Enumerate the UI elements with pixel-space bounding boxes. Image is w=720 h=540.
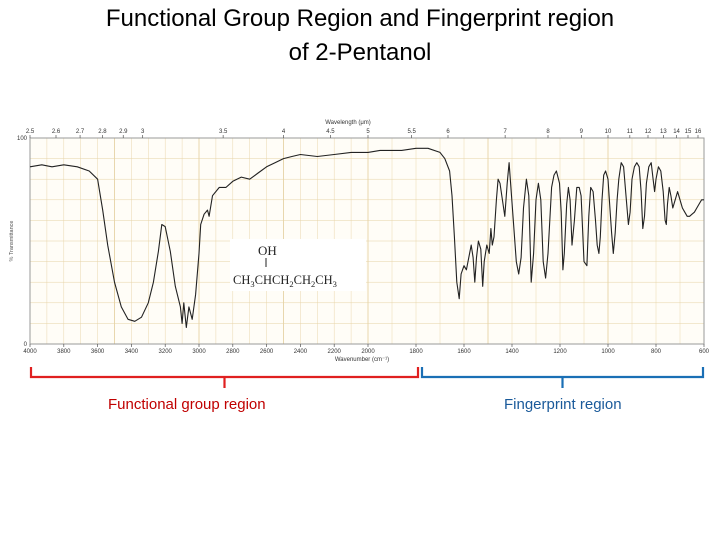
bottom-tick-label: 2200 (328, 349, 342, 355)
top-tick-label: 3 (141, 129, 145, 135)
spectrum-line (29, 147, 704, 329)
structure-formula: CH3CHCH2CH2CH3 (233, 273, 337, 289)
top-tick-label: 4 (282, 129, 286, 135)
top-tick-label: 13 (660, 129, 667, 135)
bottom-tick-label: 1200 (553, 349, 567, 355)
top-tick-label: 2.7 (76, 129, 85, 135)
bottom-tick-label: 1800 (409, 349, 423, 355)
bottom-axis-label: Wavenumber (cm⁻¹) (335, 357, 389, 363)
top-tick-label: 5.5 (407, 129, 416, 135)
bottom-tick-label: 800 (651, 349, 662, 355)
bottom-tick-label: 1400 (505, 349, 519, 355)
top-tick-label: 3.5 (219, 129, 228, 135)
bottom-tick-label: 4000 (23, 349, 37, 355)
formula-text: CH (233, 273, 250, 287)
bottom-tick-label: 3400 (125, 349, 139, 355)
y-axis-label: % Transmittance (9, 221, 15, 262)
bottom-tick-label: 2800 (226, 349, 240, 355)
bottom-tick-label: 2400 (294, 349, 308, 355)
top-tick-label: 8 (546, 129, 550, 135)
formula-subscript: 2 (289, 279, 293, 289)
structure-box (230, 239, 366, 291)
y-tick-label: 0 (24, 342, 28, 348)
top-tick-label: 15 (685, 129, 692, 135)
top-tick-label: 4.5 (326, 129, 335, 135)
bottom-tick-label: 3600 (91, 349, 105, 355)
top-tick-label: 7 (503, 129, 507, 135)
formula-text: CH (315, 273, 332, 287)
top-tick-label: 2.6 (52, 129, 61, 135)
bottom-tick-label: 1000 (601, 349, 615, 355)
formula-text: CHCH (255, 273, 290, 287)
top-tick-label: 11 (627, 129, 634, 135)
formula-subscript: 2 (311, 279, 315, 289)
structure-oh-label: OH (258, 243, 277, 258)
top-tick-label: 16 (695, 129, 702, 135)
functional-group-region-label: Functional group region (108, 396, 266, 413)
top-tick-label: 6 (446, 129, 450, 135)
top-tick-label: 14 (673, 129, 680, 135)
bottom-tick-label: 3800 (57, 349, 71, 355)
formula-subscript: 3 (250, 279, 254, 289)
top-tick-label: 9 (580, 129, 584, 135)
top-tick-label: 5 (366, 129, 370, 135)
ir-spectrum-chart: 2.5 2.6 2.7 2.8 2.9 3 3.5 4 4.5 5 5.5 6 7 8 9 10 11 12 13 1… (9, 120, 710, 388)
slide-title: Functional Group Region and Fingerprint … (0, 2, 720, 70)
bottom-tick-label: 2600 (260, 349, 274, 355)
top-tick-label: 12 (645, 129, 652, 135)
fingerprint-region-bracket (420, 367, 705, 379)
top-axis-label: Wavelength (μm) (325, 120, 371, 126)
top-tick-label: 2.5 (26, 129, 35, 135)
top-tick-label: 2.8 (98, 129, 107, 135)
top-tick-label: 2.9 (119, 129, 128, 135)
bottom-tick-label: 600 (699, 349, 710, 355)
bottom-tick-label: 2000 (361, 349, 375, 355)
bottom-tick-label: 3200 (159, 349, 173, 355)
formula-text: CH (294, 273, 311, 287)
title-line-1: Functional Group Region and Fingerprint … (105, 5, 615, 32)
top-tick-label: 10 (605, 129, 612, 135)
functional-region-bracket (29, 367, 420, 379)
plot-frame (29, 137, 705, 345)
bottom-tick-label: 3000 (192, 349, 206, 355)
title-line-2: of 2-Pentanol (288, 39, 432, 66)
y-tick-label: 100 (17, 136, 28, 142)
formula-subscript: 3 (333, 279, 337, 289)
bottom-tick-label: 1600 (457, 349, 471, 355)
fingerprint-region-label: Fingerprint region (504, 396, 622, 413)
